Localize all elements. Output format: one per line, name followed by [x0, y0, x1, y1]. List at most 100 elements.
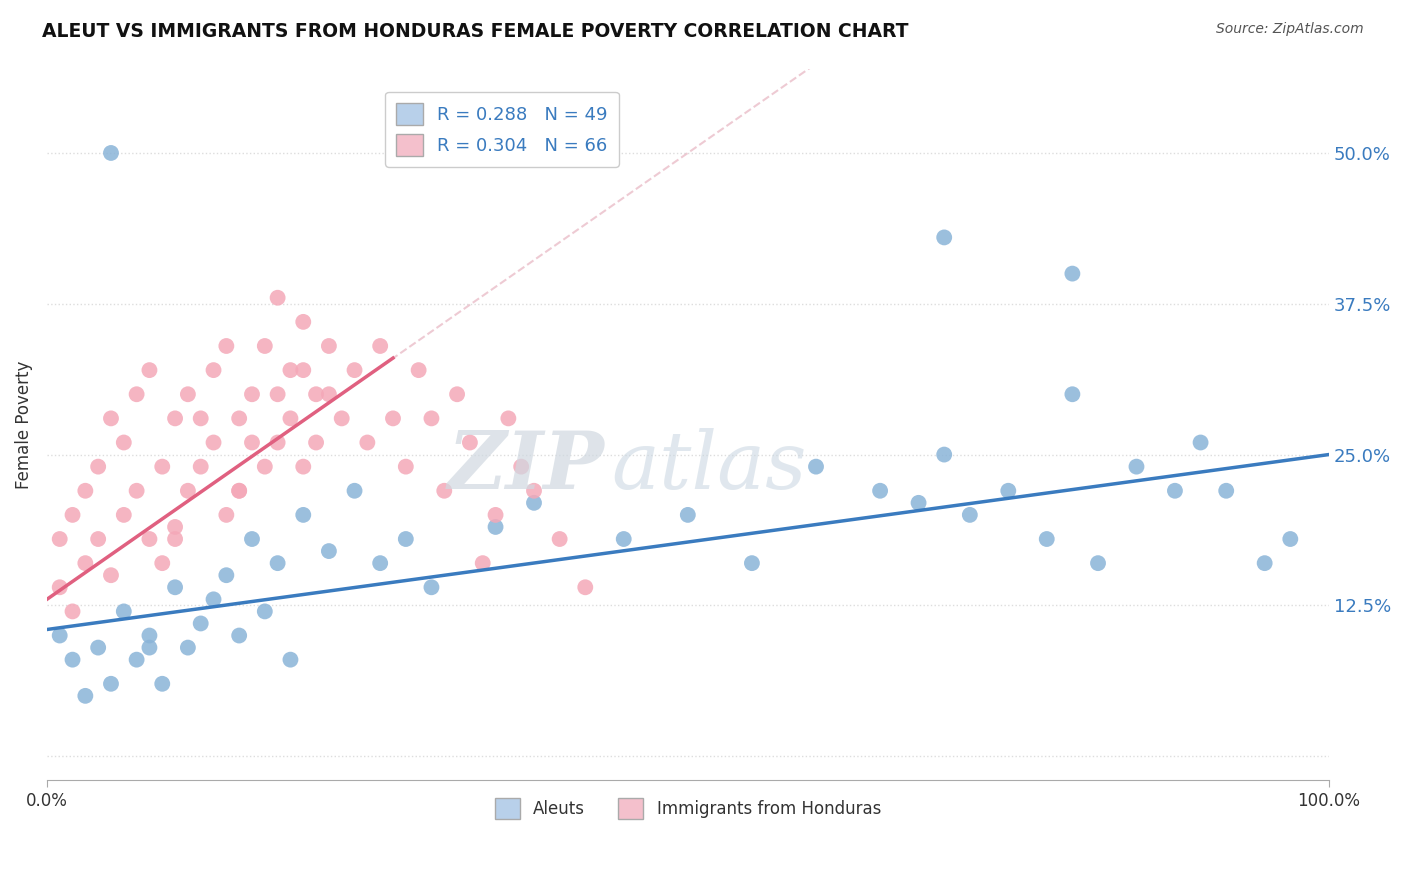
- Point: [934, 448, 956, 462]
- Point: [228, 483, 250, 498]
- Point: [934, 230, 956, 244]
- Point: [100, 145, 122, 160]
- Point: [112, 435, 135, 450]
- Point: [420, 580, 443, 594]
- Text: atlas: atlas: [612, 428, 806, 506]
- Point: [292, 363, 315, 377]
- Point: [574, 580, 596, 594]
- Point: [318, 544, 340, 558]
- Point: [676, 508, 699, 522]
- Point: [997, 483, 1019, 498]
- Point: [62, 653, 84, 667]
- Point: [280, 411, 302, 425]
- Point: [343, 483, 366, 498]
- Point: [253, 459, 276, 474]
- Point: [613, 532, 636, 546]
- Point: [165, 520, 187, 534]
- Point: [280, 363, 302, 377]
- Point: [177, 640, 200, 655]
- Point: [266, 435, 288, 450]
- Point: [253, 604, 276, 618]
- Point: [100, 411, 122, 425]
- Point: [87, 532, 110, 546]
- Point: [510, 459, 533, 474]
- Point: [318, 339, 340, 353]
- Point: [165, 580, 187, 594]
- Point: [150, 677, 173, 691]
- Point: [48, 532, 70, 546]
- Point: [165, 532, 187, 546]
- Point: [318, 387, 340, 401]
- Point: [100, 677, 122, 691]
- Point: [138, 363, 160, 377]
- Text: ALEUT VS IMMIGRANTS FROM HONDURAS FEMALE POVERTY CORRELATION CHART: ALEUT VS IMMIGRANTS FROM HONDURAS FEMALE…: [42, 22, 908, 41]
- Point: [150, 459, 173, 474]
- Point: [100, 568, 122, 582]
- Point: [62, 508, 84, 522]
- Point: [240, 532, 263, 546]
- Point: [228, 483, 250, 498]
- Point: [959, 508, 981, 522]
- Point: [1253, 556, 1275, 570]
- Point: [240, 387, 263, 401]
- Point: [138, 640, 160, 655]
- Point: [202, 592, 225, 607]
- Point: [202, 363, 225, 377]
- Point: [368, 339, 391, 353]
- Legend: Aleuts, Immigrants from Honduras: Aleuts, Immigrants from Honduras: [488, 792, 887, 825]
- Point: [75, 689, 97, 703]
- Point: [75, 556, 97, 570]
- Point: [498, 411, 520, 425]
- Y-axis label: Female Poverty: Female Poverty: [15, 360, 32, 489]
- Point: [741, 556, 763, 570]
- Point: [266, 556, 288, 570]
- Point: [1125, 459, 1147, 474]
- Point: [356, 435, 378, 450]
- Point: [215, 568, 238, 582]
- Point: [87, 459, 110, 474]
- Point: [177, 483, 200, 498]
- Point: [523, 483, 546, 498]
- Point: [253, 339, 276, 353]
- Point: [343, 363, 366, 377]
- Point: [484, 508, 506, 522]
- Point: [228, 411, 250, 425]
- Point: [1215, 483, 1237, 498]
- Point: [420, 411, 443, 425]
- Text: Source: ZipAtlas.com: Source: ZipAtlas.com: [1216, 22, 1364, 37]
- Point: [523, 496, 546, 510]
- Point: [48, 628, 70, 642]
- Point: [240, 435, 263, 450]
- Point: [62, 604, 84, 618]
- Point: [305, 435, 328, 450]
- Point: [471, 556, 494, 570]
- Point: [215, 339, 238, 353]
- Point: [150, 556, 173, 570]
- Point: [48, 580, 70, 594]
- Point: [292, 315, 315, 329]
- Point: [292, 508, 315, 522]
- Point: [1035, 532, 1057, 546]
- Point: [1062, 267, 1084, 281]
- Point: [190, 616, 212, 631]
- Point: [292, 459, 315, 474]
- Point: [125, 653, 148, 667]
- Point: [484, 520, 506, 534]
- Point: [280, 653, 302, 667]
- Point: [266, 387, 288, 401]
- Point: [1164, 483, 1187, 498]
- Point: [165, 411, 187, 425]
- Point: [395, 459, 418, 474]
- Point: [112, 508, 135, 522]
- Point: [87, 640, 110, 655]
- Point: [1189, 435, 1212, 450]
- Point: [190, 459, 212, 474]
- Point: [228, 628, 250, 642]
- Point: [433, 483, 456, 498]
- Point: [266, 291, 288, 305]
- Point: [395, 532, 418, 546]
- Point: [125, 387, 148, 401]
- Point: [330, 411, 353, 425]
- Point: [382, 411, 405, 425]
- Point: [408, 363, 430, 377]
